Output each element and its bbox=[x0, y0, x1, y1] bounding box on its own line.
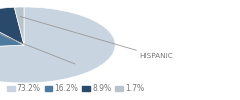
Text: WHITE: WHITE bbox=[0, 5, 75, 64]
Legend: 73.2%, 16.2%, 8.9%, 1.7%: 73.2%, 16.2%, 8.9%, 1.7% bbox=[4, 81, 147, 96]
Wedge shape bbox=[0, 15, 24, 49]
Wedge shape bbox=[14, 7, 24, 45]
Wedge shape bbox=[0, 7, 115, 83]
Text: BLACK: BLACK bbox=[0, 99, 1, 100]
Wedge shape bbox=[0, 7, 24, 45]
Text: HISPANIC: HISPANIC bbox=[20, 16, 173, 59]
Text: ASIAN: ASIAN bbox=[0, 99, 1, 100]
